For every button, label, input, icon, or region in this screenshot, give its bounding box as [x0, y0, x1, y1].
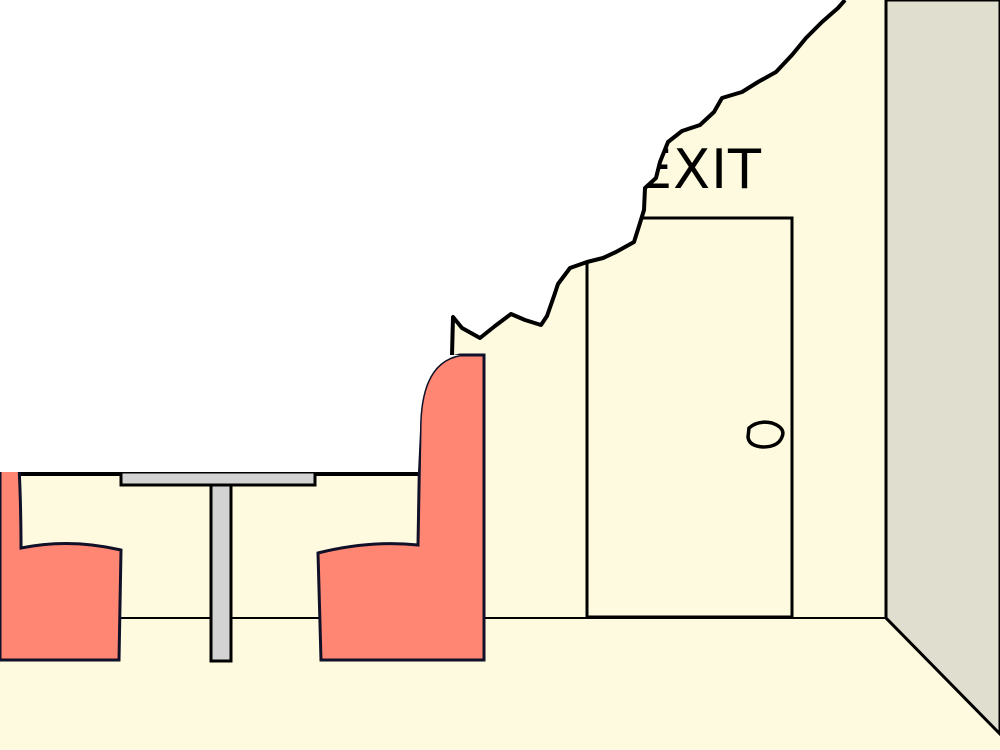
- table-leg: [209, 483, 233, 663]
- table-top[interactable]: [119, 470, 317, 487]
- exit-door[interactable]: [585, 216, 794, 619]
- side-wall: [884, 0, 1000, 737]
- floor: [0, 618, 1000, 750]
- door-knob-icon[interactable]: [746, 420, 785, 449]
- exit-sign: EXIT: [638, 138, 763, 201]
